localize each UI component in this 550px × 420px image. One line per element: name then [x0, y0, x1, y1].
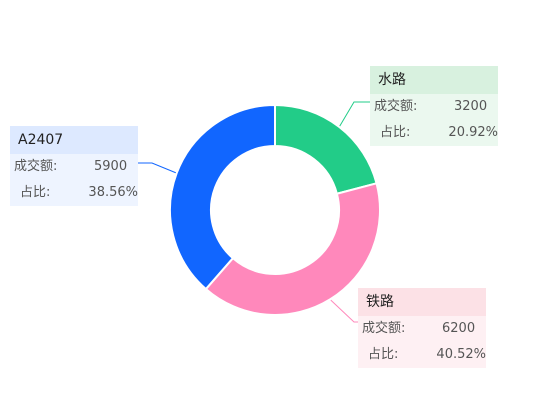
amount-label: 成交额:: [362, 321, 406, 336]
leader-line-0: [339, 101, 370, 127]
share-label: 占比:: [368, 347, 399, 362]
tooltip-row-amount: 成交额: 5900: [10, 154, 138, 180]
tooltip-row-share: 占比: 38.56%: [10, 180, 138, 206]
amount-label: 成交额:: [14, 159, 58, 174]
amount-value: 3200: [454, 99, 488, 114]
share-value: 20.92%: [448, 125, 498, 140]
tooltip-card-railway: 铁路 成交额: 6200 占比: 40.52%: [358, 288, 486, 368]
tooltip-row-amount: 成交额: 6200: [358, 316, 486, 342]
share-value: 40.52%: [436, 347, 486, 362]
amount-value: 5900: [94, 159, 128, 174]
leader-line-2: [138, 162, 176, 174]
leader-line-1: [330, 299, 358, 323]
tooltip-card-body: 成交额: 6200 占比: 40.52%: [358, 316, 486, 368]
amount-label: 成交额:: [374, 99, 418, 114]
tooltip-card-a2407: A2407 成交额: 5900 占比: 38.56%: [10, 126, 138, 206]
tooltip-card-title: 水路: [370, 66, 498, 94]
tooltip-card-title: A2407: [10, 126, 138, 154]
donut-slice-0[interactable]: [274, 103, 378, 195]
tooltip-card-waterway: 水路 成交额: 3200 占比: 20.92%: [370, 66, 498, 146]
amount-value: 6200: [442, 321, 476, 336]
share-label: 占比:: [380, 125, 411, 140]
donut-slice-1[interactable]: [204, 182, 381, 316]
tooltip-card-body: 成交额: 5900 占比: 38.56%: [10, 154, 138, 206]
share-label: 占比:: [20, 185, 51, 200]
donut-slice-2[interactable]: [169, 103, 276, 291]
tooltip-row-amount: 成交额: 3200: [370, 94, 498, 120]
share-value: 38.56%: [88, 185, 138, 200]
tooltip-card-title: 铁路: [358, 288, 486, 316]
tooltip-card-body: 成交额: 3200 占比: 20.92%: [370, 94, 498, 146]
tooltip-row-share: 占比: 20.92%: [370, 120, 498, 146]
tooltip-row-share: 占比: 40.52%: [358, 342, 486, 368]
